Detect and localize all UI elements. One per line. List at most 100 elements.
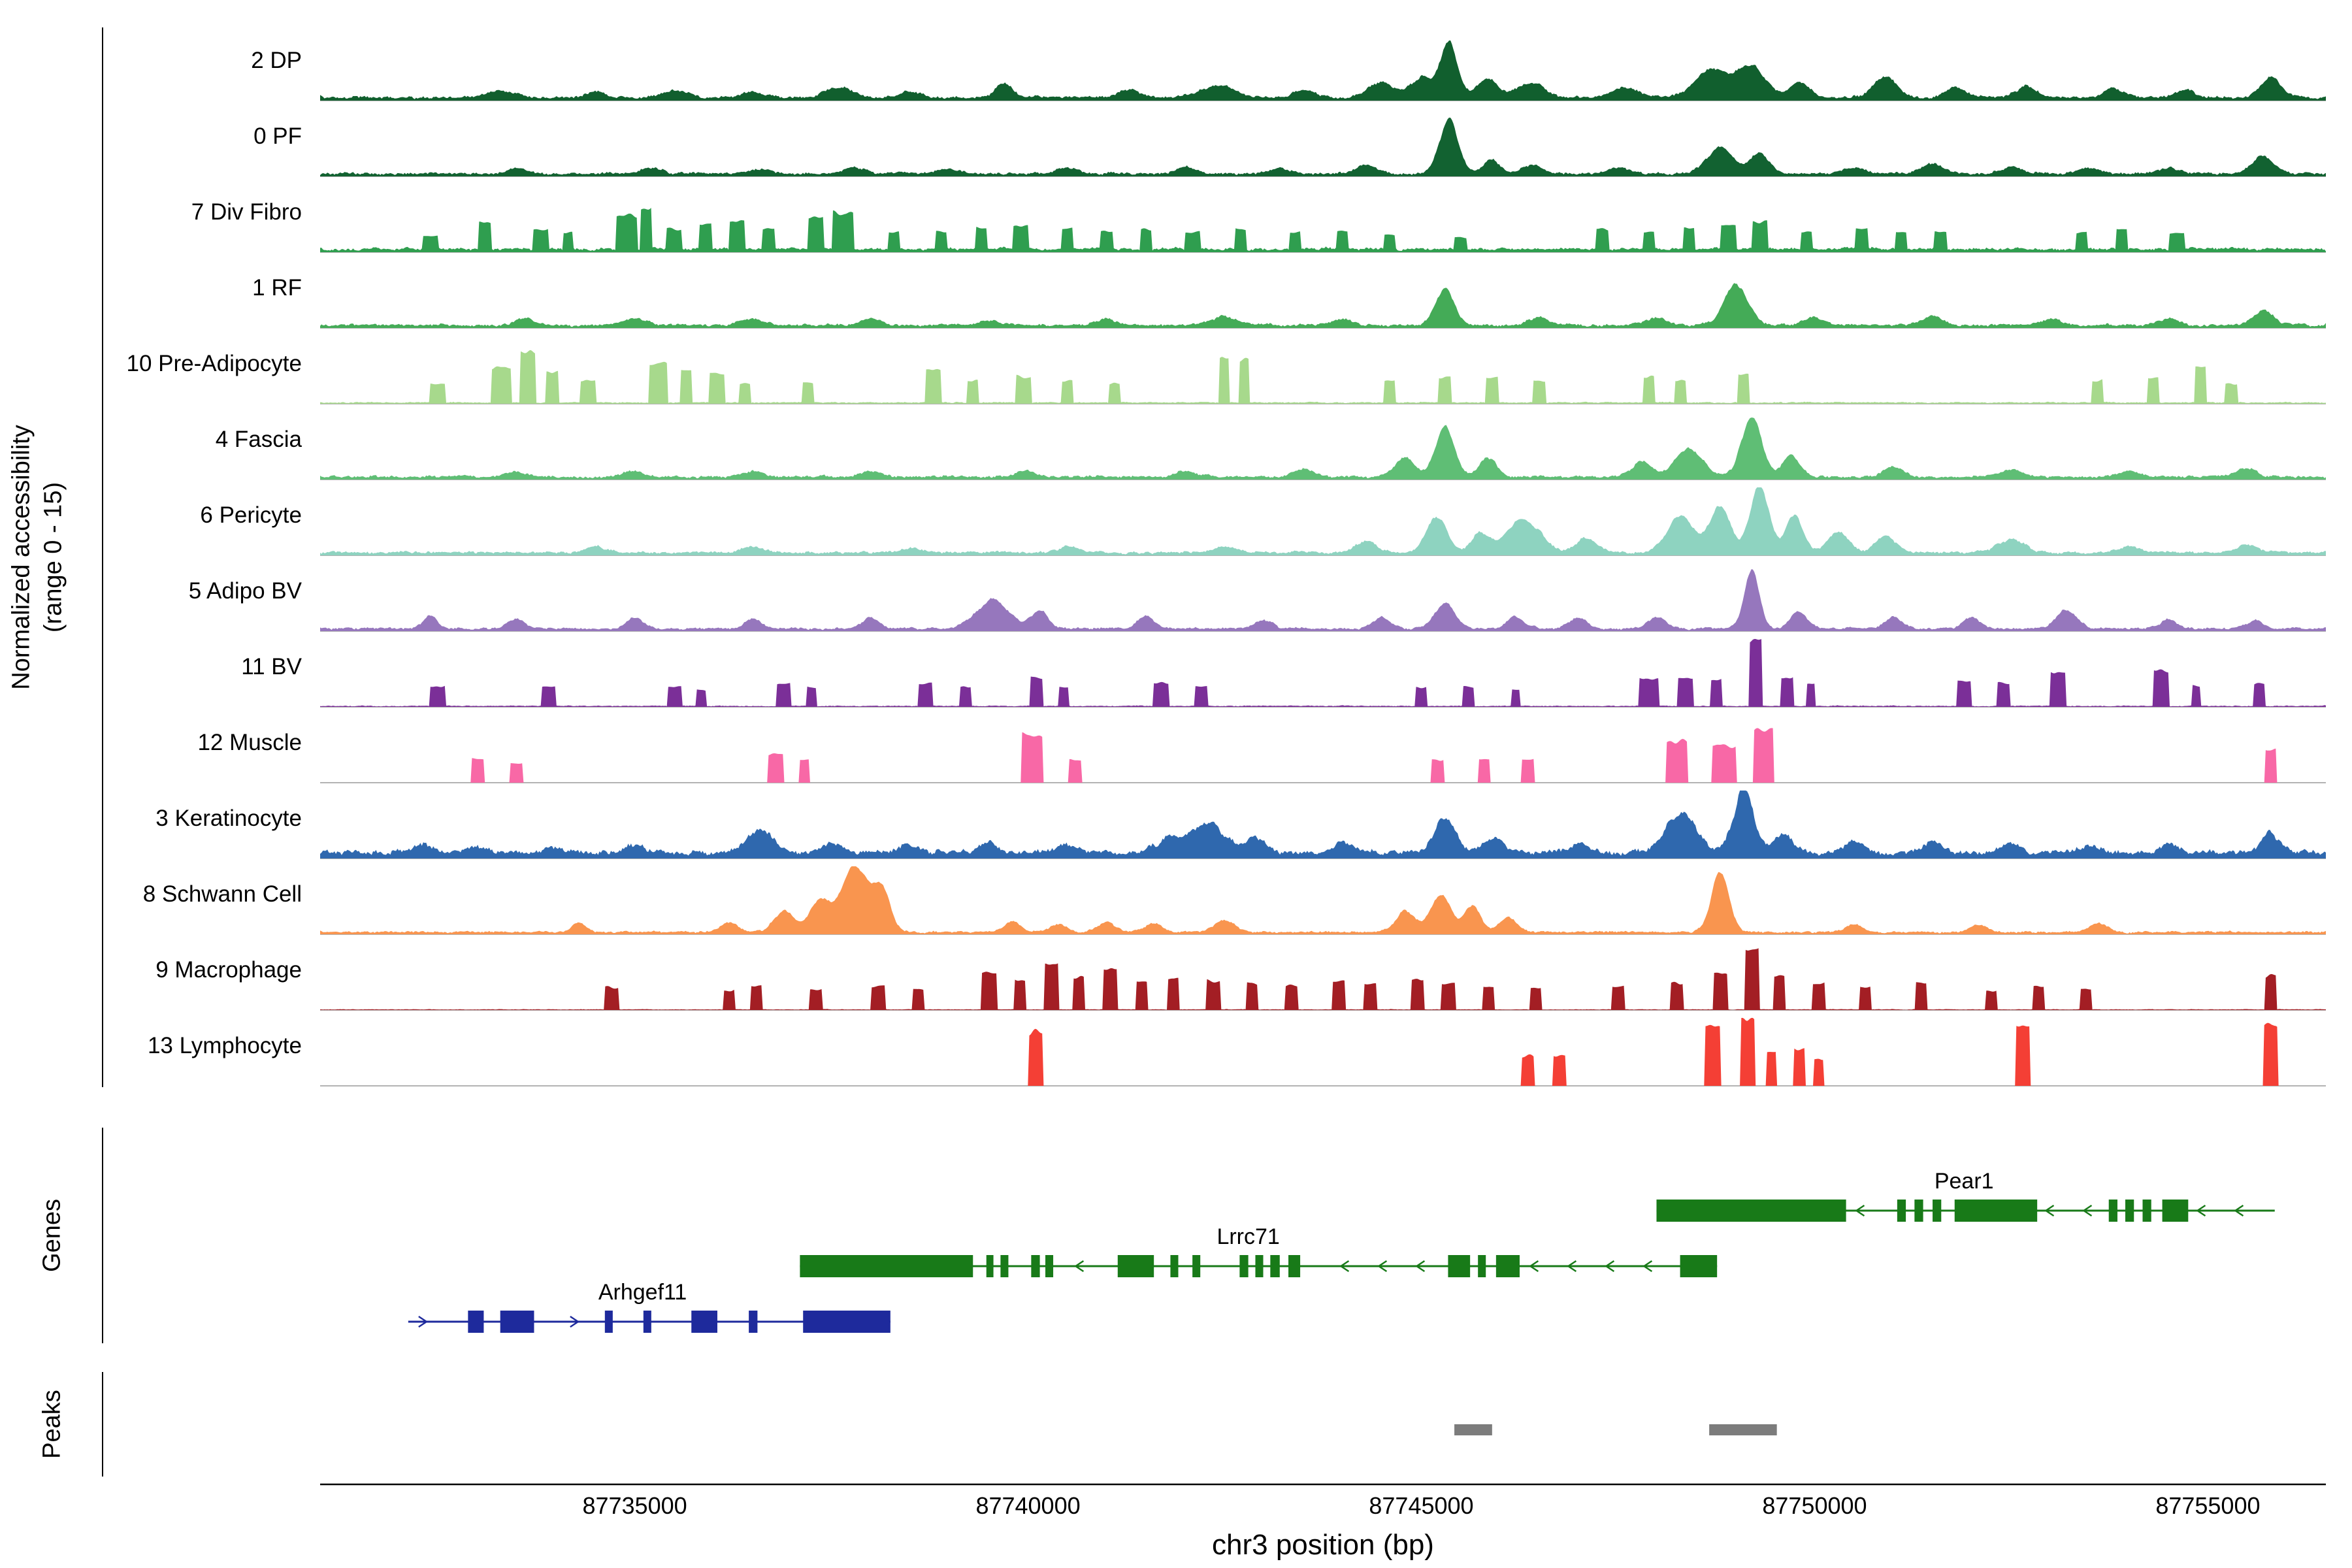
- x-tick-label: 87750000: [1762, 1492, 1867, 1519]
- exon: [1239, 1255, 1249, 1277]
- exon: [1031, 1255, 1040, 1277]
- strand-arrow-icon: [1567, 1260, 1577, 1273]
- x-tick-label: 87745000: [1369, 1492, 1473, 1519]
- exon: [691, 1311, 717, 1333]
- strand-arrow-icon: [1377, 1260, 1388, 1273]
- track-label: 12 Muscle: [197, 730, 302, 756]
- track-signal: [320, 118, 2326, 177]
- exon: [1255, 1255, 1264, 1277]
- exon: [1170, 1255, 1179, 1277]
- peaks-label-text: Peaks: [38, 1390, 66, 1459]
- gene-label: Arhgef11: [598, 1280, 687, 1305]
- exon: [1448, 1255, 1471, 1277]
- track-row-8-schwann-cell: 8 Schwann Cell: [0, 860, 2352, 936]
- track-row-9-macrophage: 9 Macrophage: [0, 936, 2352, 1011]
- exon: [800, 1255, 973, 1277]
- peaks-bracket: [102, 1372, 103, 1477]
- x-axis-title: chr3 position (bp): [1212, 1529, 1434, 1561]
- exon: [468, 1311, 484, 1333]
- track-signal: [320, 350, 2326, 404]
- track-row-12-muscle: 12 Muscle: [0, 708, 2352, 784]
- exon: [986, 1255, 994, 1277]
- track-label: 10 Pre-Adipocyte: [126, 351, 302, 377]
- strand-arrow-icon: [2196, 1204, 2206, 1217]
- gene-arhgef11: Arhgef11: [408, 1280, 890, 1333]
- strand-arrow-icon: [1074, 1260, 1085, 1273]
- track-label: 2 DP: [251, 48, 302, 74]
- strand-arrow-icon: [1605, 1260, 1615, 1273]
- exon: [1288, 1255, 1301, 1277]
- track-row-4-fascia: 4 Fascia: [0, 405, 2352, 481]
- track-signal: [320, 791, 2326, 859]
- strand-arrow-icon: [2234, 1204, 2244, 1217]
- exon: [1914, 1200, 1923, 1222]
- track-label: 11 BV: [241, 654, 302, 680]
- gene-label: Lrrc71: [1217, 1224, 1279, 1249]
- strand-arrow-icon: [1855, 1204, 1865, 1217]
- exon: [1954, 1200, 2038, 1222]
- exon: [1495, 1255, 1520, 1277]
- strand-arrow-icon: [2082, 1204, 2093, 1217]
- x-tick-label: 87740000: [975, 1492, 1080, 1519]
- peaks-section-label: Peaks: [36, 1390, 68, 1459]
- track-label: 5 Adipo BV: [188, 578, 302, 604]
- strand-arrow-icon: [1529, 1260, 1539, 1273]
- track-row-11-bv: 11 BV: [0, 632, 2352, 708]
- exon: [1192, 1255, 1201, 1277]
- track-row-1-rf: 1 RF: [0, 253, 2352, 329]
- track-signal: [320, 866, 2326, 935]
- track-label: 7 Div Fibro: [191, 199, 302, 225]
- peak-track: [1454, 1424, 1777, 1435]
- gene-lrrc71: Lrrc71: [800, 1224, 1718, 1277]
- track-row-2-dp: 2 DP: [0, 26, 2352, 102]
- strand-arrow-icon: [2044, 1204, 2055, 1217]
- track-row-7-div-fibro: 7 Div Fibro: [0, 178, 2352, 253]
- tracks-bracket: [102, 27, 103, 1087]
- exon: [1117, 1255, 1154, 1277]
- track-row-5-adipo-bv: 5 Adipo BV: [0, 557, 2352, 632]
- track-label: 3 Keratinocyte: [155, 806, 302, 832]
- exon: [1680, 1255, 1718, 1277]
- strand-arrow-icon: [418, 1315, 429, 1328]
- exon: [604, 1311, 613, 1333]
- genes-bracket: [102, 1128, 103, 1343]
- track-label: 9 Macrophage: [155, 957, 302, 983]
- x-axis: 87735000 87740000 87745000 87750000 87755000: [320, 1483, 2326, 1519]
- genes-section-label: Genes: [36, 1199, 68, 1272]
- track-signal: [320, 1018, 2326, 1086]
- exon: [2142, 1200, 2151, 1222]
- track-signal: [320, 948, 2326, 1011]
- strand-arrow-icon: [570, 1315, 580, 1328]
- track-label: 1 RF: [252, 275, 302, 301]
- exon: [1656, 1200, 1846, 1222]
- exon: [1270, 1255, 1280, 1277]
- track-label: 0 PF: [253, 123, 302, 150]
- track-row-3-keratinocyte: 3 Keratinocyte: [0, 784, 2352, 860]
- track-signal: [320, 417, 2326, 480]
- track-signal: [320, 208, 2326, 253]
- gene-label: Pear1: [1935, 1169, 1994, 1194]
- track-row-0-pf: 0 PF: [0, 102, 2352, 178]
- exon: [1897, 1200, 1906, 1222]
- track-signal: [320, 728, 2326, 783]
- track-label: 4 Fascia: [215, 427, 302, 453]
- track-signal: [320, 639, 2326, 708]
- track-label: 13 Lymphocyte: [147, 1033, 302, 1059]
- track-label: 8 Schwann Cell: [142, 881, 302, 907]
- exon: [2162, 1200, 2189, 1222]
- x-tick-label: 87755000: [2155, 1492, 2260, 1519]
- exon: [2125, 1200, 2134, 1222]
- exon: [2108, 1200, 2117, 1222]
- track-row-13-lymphocyte: 13 Lymphocyte: [0, 1011, 2352, 1087]
- track-row-10-pre-adipocyte: 10 Pre-Adipocyte: [0, 329, 2352, 405]
- strand-arrow-icon: [1339, 1260, 1350, 1273]
- track-signal: [320, 41, 2326, 101]
- track-signal: [320, 283, 2326, 329]
- exon: [1478, 1255, 1486, 1277]
- gene-pear1: Pear1: [1656, 1169, 2275, 1222]
- exon: [1045, 1255, 1054, 1277]
- track-signal: [320, 487, 2326, 556]
- exon: [500, 1311, 534, 1333]
- gene-models: Pear1 Lrrc71 Arhgef11: [408, 1169, 2275, 1333]
- genes-label-text: Genes: [38, 1199, 66, 1272]
